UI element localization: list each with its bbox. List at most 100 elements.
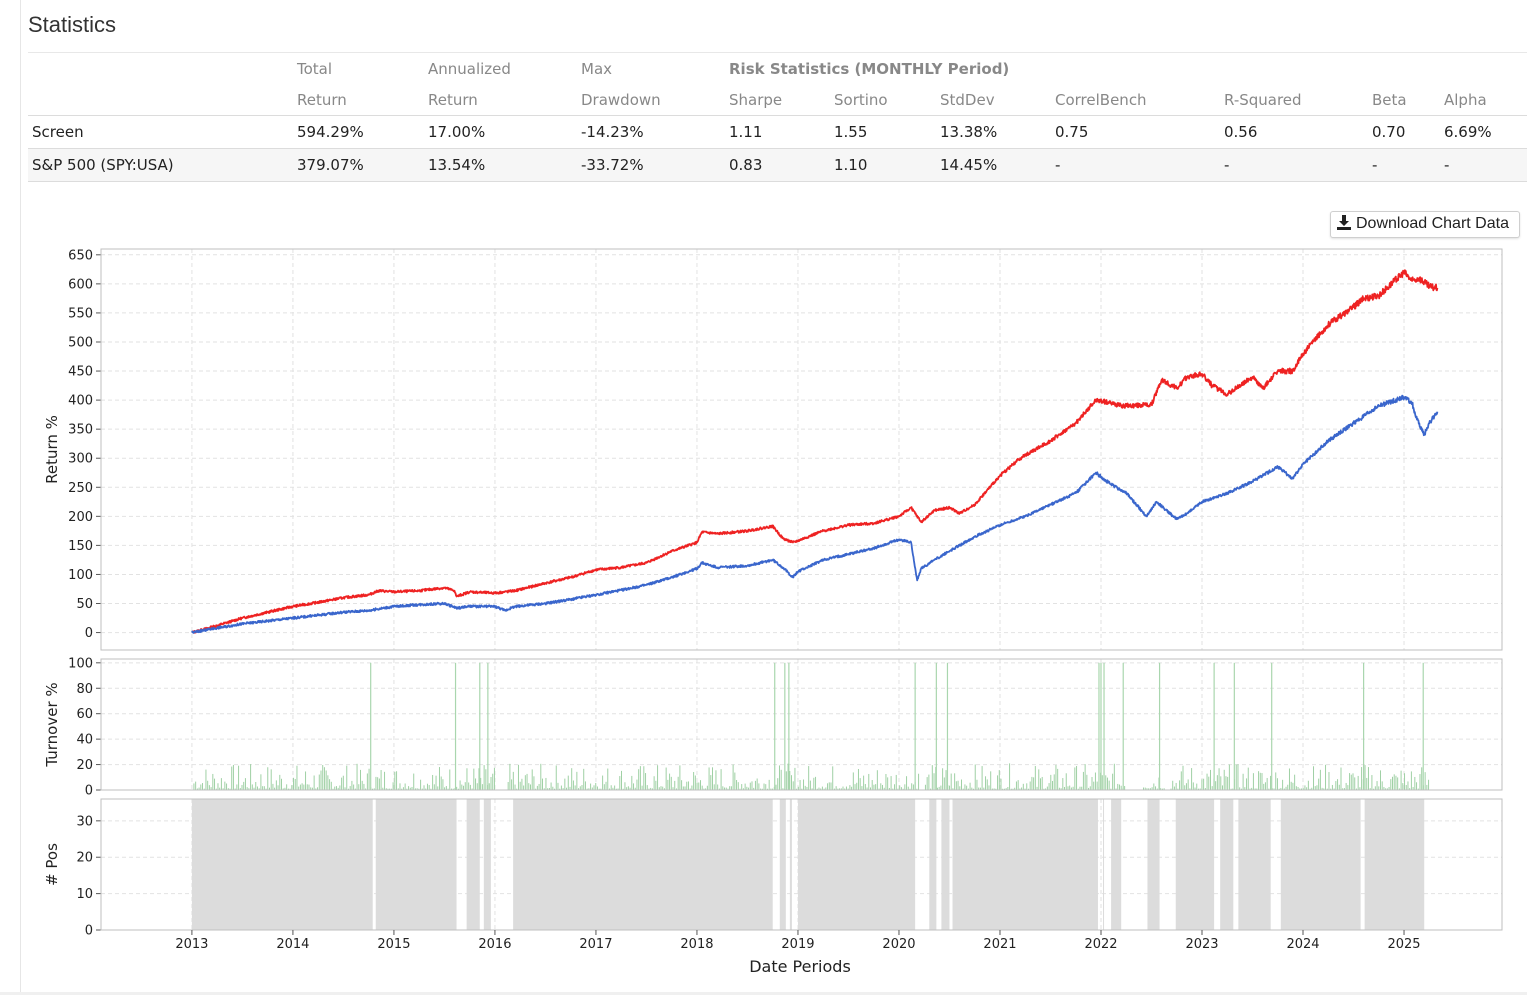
header-cell: Annualized (428, 59, 511, 78)
table-cell: - (1368, 148, 1440, 182)
x-tick-label: 2023 (1185, 937, 1218, 952)
table-cell: -14.23% (577, 115, 725, 149)
position-block (1238, 799, 1271, 930)
row-name: Screen (28, 115, 293, 149)
header-cell: Sortino (834, 90, 888, 109)
position-block (1175, 799, 1215, 930)
y-tick-label: 200 (68, 510, 93, 525)
position-block (1220, 799, 1234, 930)
x-tick-label: 2021 (983, 937, 1016, 952)
position-block (797, 799, 916, 930)
table-cell: 6.69% (1440, 115, 1527, 149)
y-tick-label: 0 (85, 924, 93, 939)
series-line (191, 394, 1439, 634)
y-tick-label: 550 (68, 306, 93, 321)
plot-area (101, 659, 1502, 790)
y-tick-label: 20 (76, 851, 93, 866)
y-tick-label: 400 (68, 394, 93, 409)
y-tick-label: 60 (76, 707, 93, 722)
y-tick-label: 0 (85, 784, 93, 799)
y-tick-label: 30 (76, 814, 93, 829)
header-cell: Sharpe (729, 90, 783, 109)
y-tick-label: 250 (68, 481, 93, 496)
risk-statistics-header: Risk Statistics (MONTHLY Period) (729, 59, 1010, 78)
statistics-table: Total Annualized Max Risk Statistics (MO… (28, 52, 1527, 182)
left-rule (20, 0, 21, 995)
download-chart-data-button[interactable]: Download Chart Data (1330, 211, 1520, 238)
table-header-row: Return Return Drawdown Sharpe Sortino St… (28, 84, 1527, 116)
table-cell: 1.11 (725, 115, 830, 149)
y-tick-label: 10 (76, 887, 93, 902)
table-header-row: Total Annualized Max Risk Statistics (MO… (28, 52, 1527, 85)
table-cell: 14.45% (936, 148, 1051, 182)
y-tick-label: 100 (68, 568, 93, 583)
y-tick-label: 350 (68, 423, 93, 438)
table-cell: - (1220, 148, 1368, 182)
position-block (466, 799, 480, 930)
position-block (941, 799, 950, 930)
x-tick-label: 2015 (377, 937, 410, 952)
page-title: Statistics (28, 12, 117, 37)
position-block (1111, 799, 1122, 930)
y-tick-label: 500 (68, 335, 93, 350)
x-axis-label: Date Periods (749, 957, 851, 976)
series-line (191, 269, 1439, 634)
table-row: Screen 594.29% 17.00% -14.23% 1.11 1.55 … (28, 115, 1527, 149)
position-block (1280, 799, 1361, 930)
table-cell: 13.38% (936, 115, 1051, 149)
x-tick-label: 2022 (1084, 937, 1117, 952)
header-cell: R-Squared (1224, 90, 1302, 109)
plot-border (100, 798, 1503, 931)
header-cell: Beta (1372, 90, 1407, 109)
table-cell: 1.55 (830, 115, 936, 149)
x-tick-label: 2014 (276, 937, 309, 952)
y-axis-label: Turnover % (43, 682, 61, 767)
y-axis-label: Return % (43, 415, 61, 484)
y-tick-label: 650 (68, 248, 93, 263)
table-cell: 594.29% (293, 115, 424, 149)
table-cell: - (1051, 148, 1220, 182)
plot-border (100, 658, 1503, 791)
y-tick-label: 600 (68, 277, 93, 292)
position-block (789, 799, 792, 930)
y-tick-label: 80 (76, 682, 93, 697)
x-tick-label: 2019 (781, 937, 814, 952)
header-cell: Return (297, 90, 347, 109)
position-block (779, 799, 786, 930)
table-cell: 0.70 (1368, 115, 1440, 149)
download-icon (1337, 215, 1351, 235)
plot-border (100, 248, 1503, 651)
header-cell: Return (428, 90, 478, 109)
header-cell: Alpha (1444, 90, 1487, 109)
position-block (929, 799, 937, 930)
header-cell: CorrelBench (1055, 90, 1147, 109)
row-name: S&P 500 (SPY:USA) (28, 148, 293, 182)
position-block (952, 799, 1098, 930)
y-axis-label: # Pos (43, 843, 61, 886)
x-tick-label: 2018 (680, 937, 713, 952)
position-block (1364, 799, 1425, 930)
table-cell: - (1440, 148, 1527, 182)
table-cell: 0.75 (1051, 115, 1220, 149)
position-block (483, 799, 491, 930)
header-cell: StdDev (940, 90, 995, 109)
y-tick-label: 100 (68, 656, 93, 671)
table-row: S&P 500 (SPY:USA) 379.07% 13.54% -33.72%… (28, 148, 1527, 182)
y-tick-label: 40 (76, 733, 93, 748)
x-tick-label: 2024 (1286, 937, 1319, 952)
table-cell: 13.54% (424, 148, 577, 182)
y-tick-label: 0 (85, 626, 93, 641)
x-tick-label: 2016 (478, 937, 511, 952)
y-tick-label: 50 (76, 597, 93, 612)
y-tick-label: 450 (68, 365, 93, 380)
y-tick-label: 300 (68, 452, 93, 467)
table-cell: 1.10 (830, 148, 936, 182)
y-tick-label: 20 (76, 758, 93, 773)
bottom-rule (0, 992, 1527, 995)
table-cell: -33.72% (577, 148, 725, 182)
header-cell: Max (581, 59, 613, 78)
position-block (1103, 799, 1105, 930)
x-tick-label: 2025 (1387, 937, 1420, 952)
table-cell: 379.07% (293, 148, 424, 182)
